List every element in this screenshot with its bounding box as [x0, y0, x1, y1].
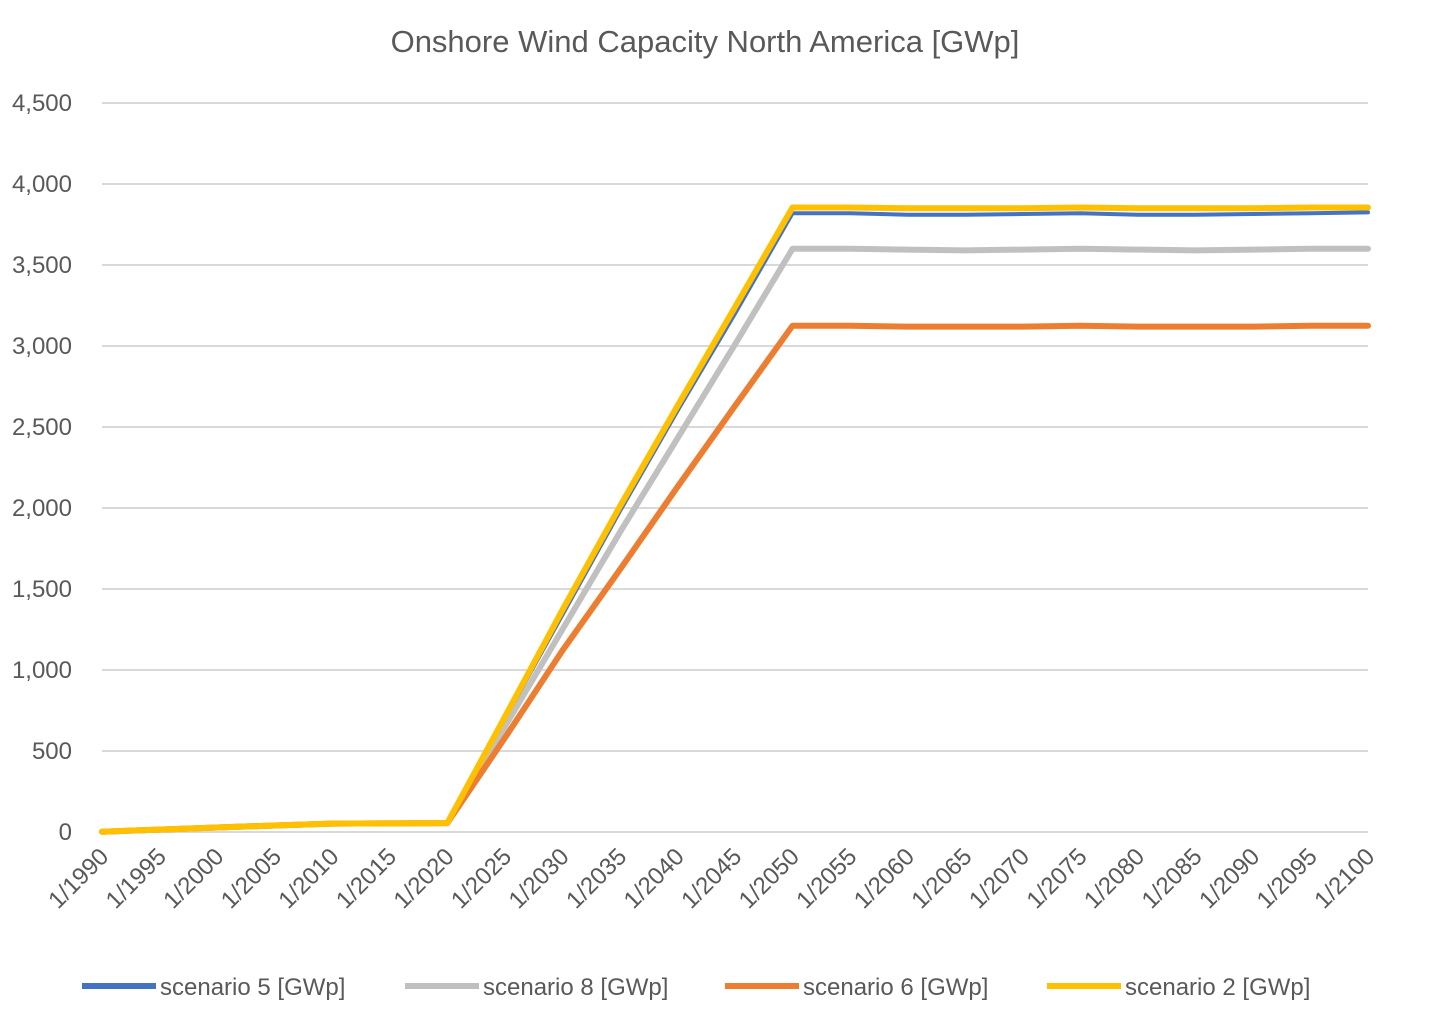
x-tick-label: 1/2005	[216, 843, 287, 914]
x-tick-label: 1/2055	[791, 843, 862, 914]
x-tick-label: 1/2040	[619, 843, 690, 914]
x-tick-label: 1/2000	[158, 843, 229, 914]
chart-svg: Onshore Wind Capacity North America [GWp…	[0, 0, 1432, 1024]
chart-container: Onshore Wind Capacity North America [GWp…	[0, 0, 1432, 1024]
x-tick-label: 1/2100	[1309, 843, 1380, 914]
y-tick-label: 2,000	[12, 495, 72, 522]
x-tick-label: 1/2070	[964, 843, 1035, 914]
y-axis-tick-labels: 0 500 1,000 1,500 2,000 2,500 3,000 3,500 4,000 4…	[12, 90, 72, 846]
y-tick-label: 500	[32, 738, 72, 765]
series-line	[102, 208, 1368, 832]
x-tick-label: 1/2030	[504, 843, 575, 914]
series-line	[102, 326, 1368, 832]
legend: scenario 5 [GWp] scenario 8 [GWp] scenario…	[82, 974, 1310, 1001]
legend-label: scenario 2 [GWp]	[1125, 974, 1310, 1001]
x-tick-label: 1/2060	[849, 843, 920, 914]
y-tick-label: 2,500	[12, 414, 72, 441]
x-tick-label: 1/2095	[1252, 843, 1323, 914]
x-tick-label: 1/2050	[734, 843, 805, 914]
series-line	[102, 249, 1368, 832]
x-tick-label: 1/2010	[273, 843, 344, 914]
y-tick-label: 1,000	[12, 657, 72, 684]
x-tick-label: 1/2045	[676, 843, 747, 914]
x-tick-label: 1/2025	[446, 843, 517, 914]
x-tick-label: 1/2065	[906, 843, 977, 914]
x-tick-label: 1/2075	[1022, 843, 1093, 914]
x-axis-tick-labels: 1/19901/19951/20001/20051/20101/20151/20…	[43, 843, 1380, 914]
x-tick-label: 1/1995	[101, 843, 172, 914]
legend-label: scenario 8 [GWp]	[483, 974, 668, 1001]
y-tick-label: 3,500	[12, 252, 72, 279]
y-tick-label: 0	[59, 819, 72, 846]
x-tick-label: 1/2020	[389, 843, 460, 914]
y-tick-label: 1,500	[12, 576, 72, 603]
series-lines	[102, 208, 1368, 832]
chart-title: Onshore Wind Capacity North America [GWp…	[391, 24, 1020, 59]
x-tick-label: 1/2080	[1079, 843, 1150, 914]
x-tick-label: 1/2035	[561, 843, 632, 914]
y-tick-label: 4,500	[12, 90, 72, 117]
x-tick-label: 1/2090	[1194, 843, 1265, 914]
x-tick-label: 1/2085	[1137, 843, 1208, 914]
y-tick-label: 4,000	[12, 171, 72, 198]
legend-label: scenario 6 [GWp]	[803, 974, 988, 1001]
gridlines	[102, 103, 1368, 832]
y-tick-label: 3,000	[12, 333, 72, 360]
x-tick-label: 1/1990	[43, 843, 114, 914]
legend-label: scenario 5 [GWp]	[160, 974, 345, 1001]
x-tick-label: 1/2015	[331, 843, 402, 914]
